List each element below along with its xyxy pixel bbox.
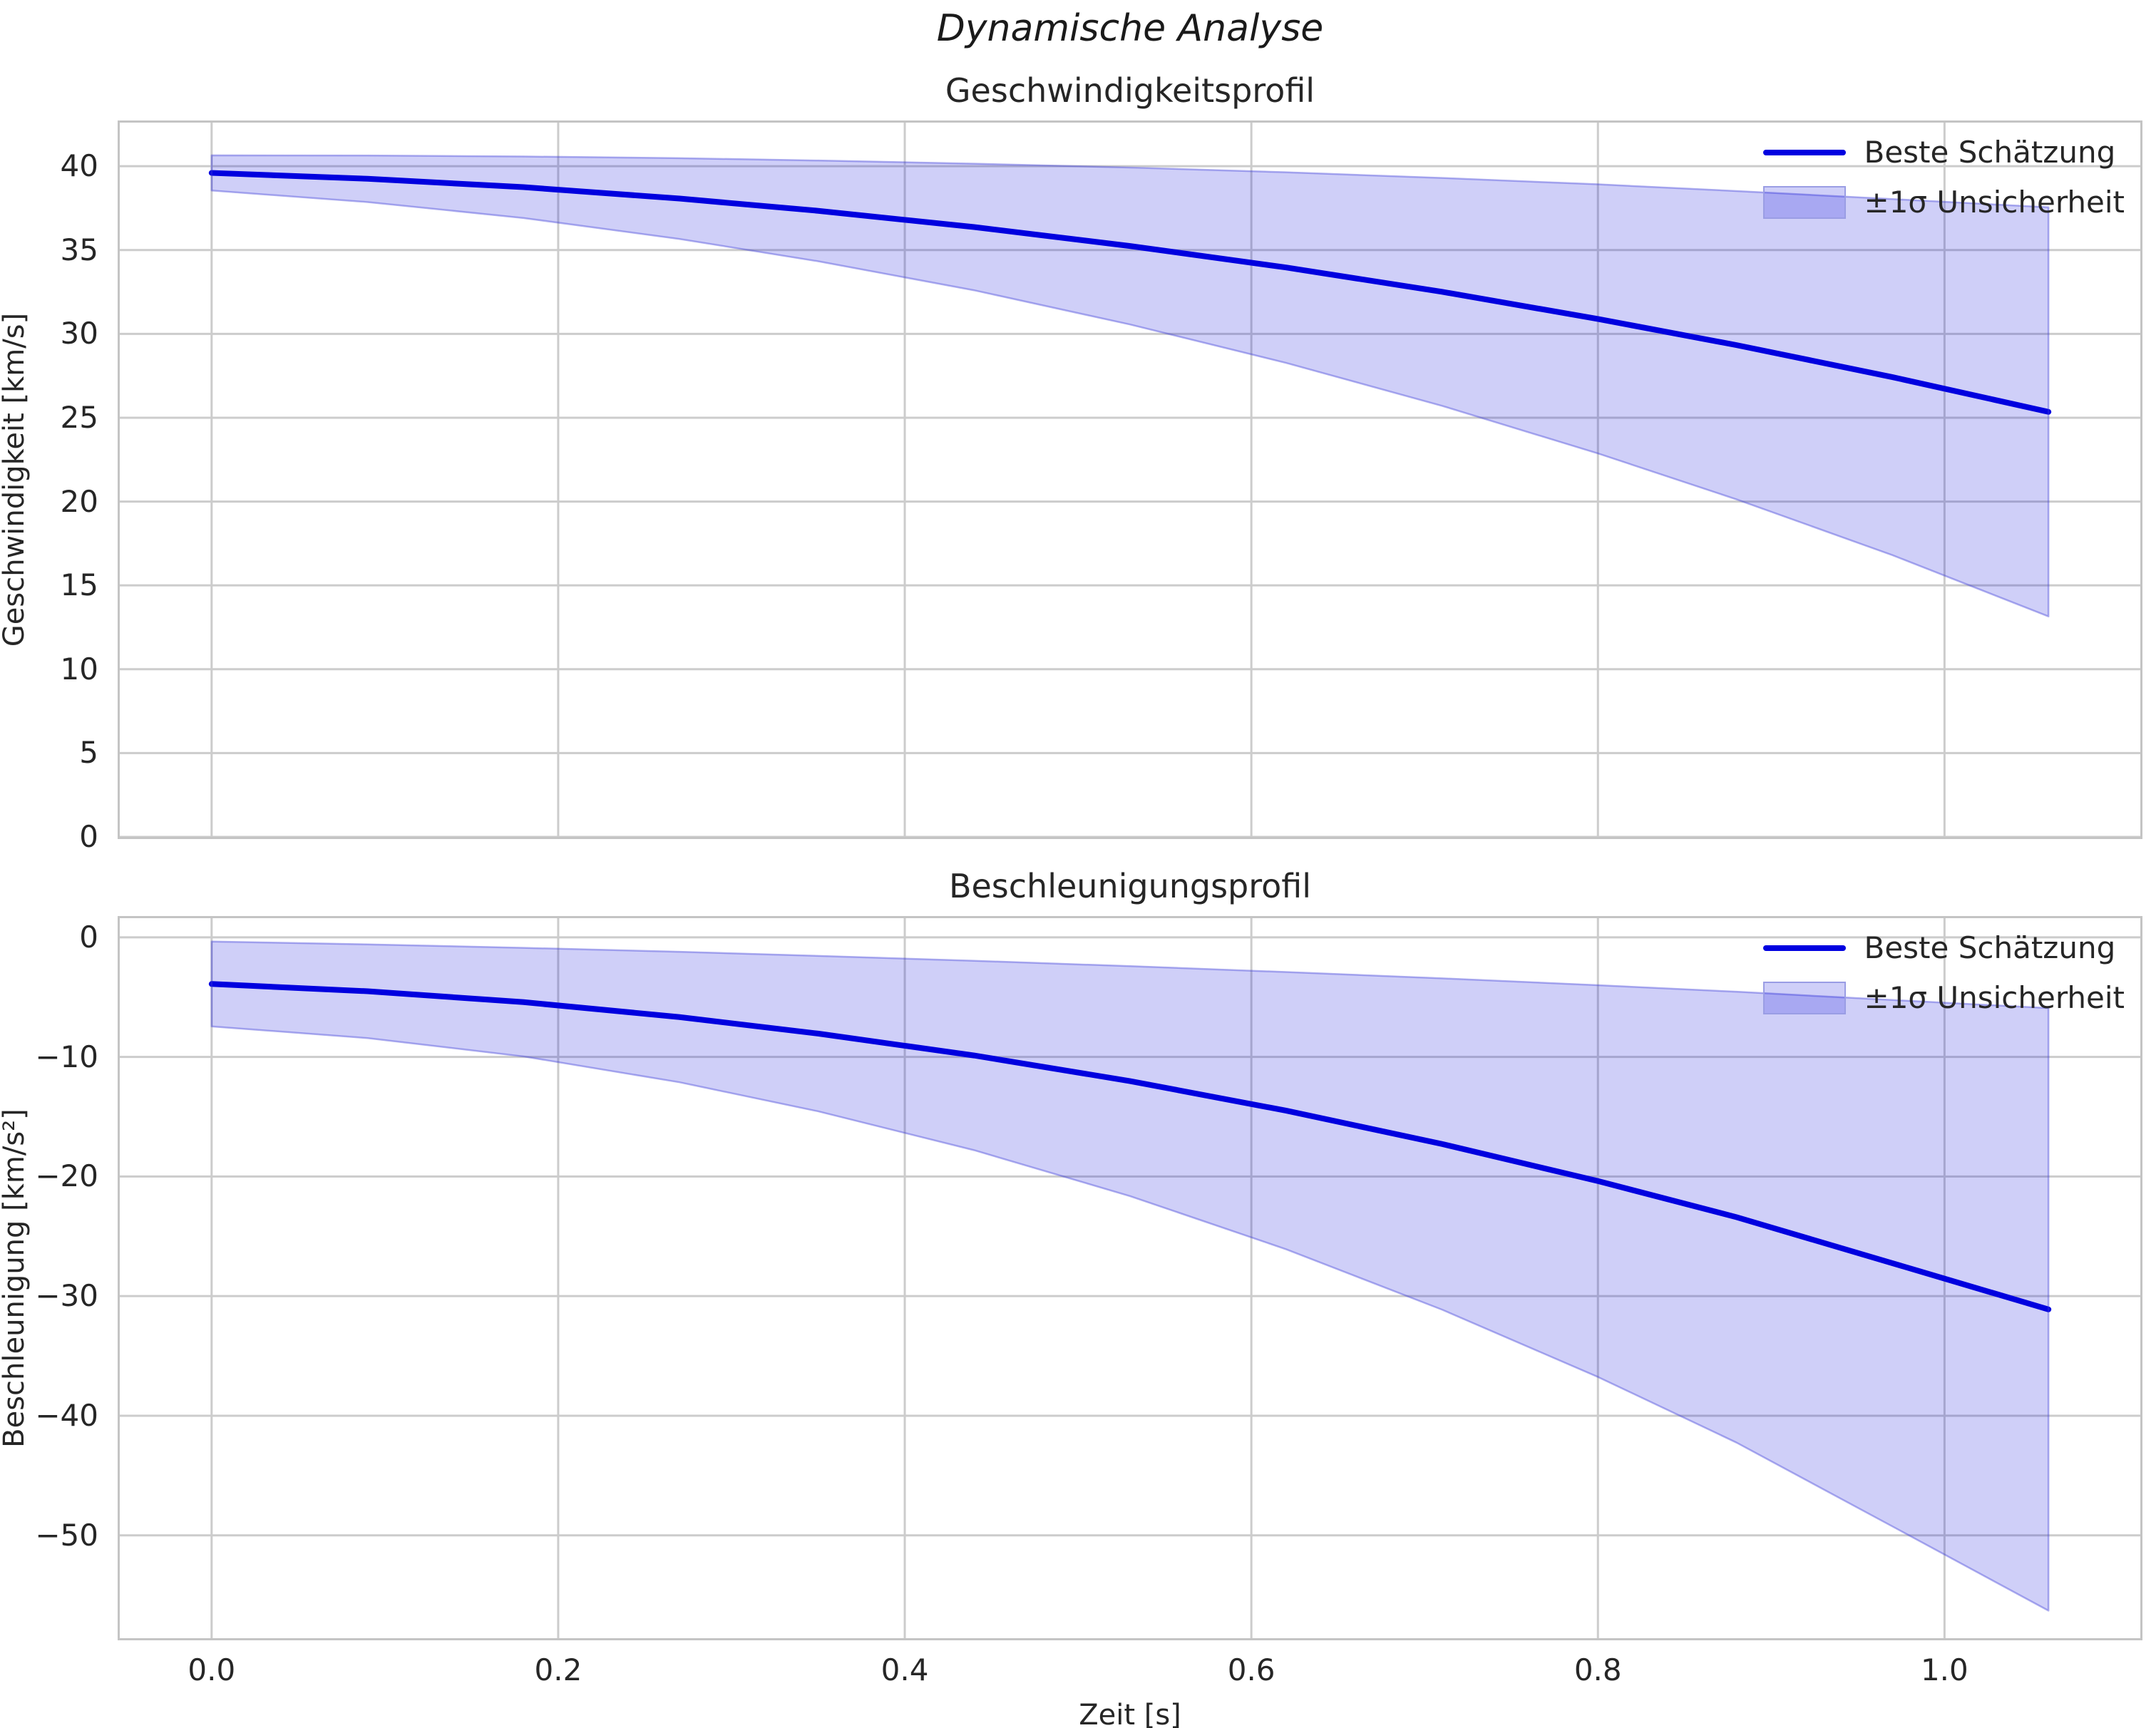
acceleration-chart-canvas bbox=[120, 918, 2140, 1638]
legend-label: ±1σ Unsicherheit bbox=[1864, 185, 2125, 220]
y-tick-label: 30 bbox=[60, 316, 98, 351]
legend-item-uncertainty: ±1σ Unsicherheit bbox=[1762, 182, 2125, 222]
x-tick-label: 0.2 bbox=[534, 1652, 582, 1687]
velocity-plot-area: Geschwindigkeitsprofil Geschwindigkeit [… bbox=[0, 74, 2142, 852]
legend-label: ±1σ Unsicherheit bbox=[1864, 980, 2125, 1015]
x-tick-label: 0.8 bbox=[1574, 1652, 1622, 1687]
y-tick-label: 40 bbox=[60, 148, 98, 184]
y-tick-label: −30 bbox=[35, 1278, 98, 1314]
acceleration-plot-area: Beschleunigungsprofil Beschleunigung [km… bbox=[0, 870, 2142, 1728]
band-swatch-icon bbox=[1762, 982, 1846, 1014]
velocity-legend: Beste Schätzung ±1σ Unsicherheit bbox=[1762, 133, 2125, 222]
x-tick-label: 1.0 bbox=[1920, 1652, 1968, 1687]
velocity-plot-title: Geschwindigkeitsprofil bbox=[945, 71, 1315, 110]
y-tick-label: 0 bbox=[79, 819, 98, 854]
velocity-y-axis-label: Geschwindigkeit [km/s] bbox=[0, 312, 31, 647]
acceleration-plot-title: Beschleunigungsprofil bbox=[948, 867, 1312, 905]
y-tick-label: −50 bbox=[35, 1517, 98, 1553]
y-tick-label: 0 bbox=[79, 919, 98, 955]
legend-label: Beste Schätzung bbox=[1864, 930, 2116, 965]
x-axis-label: Zeit [s] bbox=[1079, 1699, 1181, 1728]
x-tick-label: 0.6 bbox=[1227, 1652, 1275, 1687]
y-tick-label: 10 bbox=[60, 651, 98, 686]
acceleration-y-axis-label: Beschleunigung [km/s²] bbox=[0, 1109, 31, 1448]
y-tick-label: 20 bbox=[60, 483, 98, 519]
y-tick-label: 5 bbox=[79, 735, 98, 771]
legend-item-best-estimate: Beste Schätzung bbox=[1762, 133, 2125, 173]
x-tick-label: 0.4 bbox=[881, 1652, 929, 1687]
y-tick-label: −20 bbox=[35, 1158, 98, 1194]
x-tick-label: 0.0 bbox=[188, 1652, 236, 1687]
velocity-chart-canvas bbox=[120, 123, 2140, 837]
figure-title: Dynamische Analyse bbox=[936, 7, 1324, 50]
legend-item-best-estimate: Beste Schätzung bbox=[1762, 928, 2125, 968]
line-swatch-icon bbox=[1762, 945, 1846, 951]
legend-label: Beste Schätzung bbox=[1864, 135, 2116, 170]
y-tick-label: −10 bbox=[35, 1039, 98, 1074]
y-tick-label: 35 bbox=[60, 232, 98, 267]
line-swatch-icon bbox=[1762, 150, 1846, 155]
band-swatch-icon bbox=[1762, 186, 1846, 219]
y-tick-label: −40 bbox=[35, 1397, 98, 1433]
legend-item-uncertainty: ±1σ Unsicherheit bbox=[1762, 978, 2125, 1018]
y-tick-label: 25 bbox=[60, 399, 98, 435]
acceleration-legend: Beste Schätzung ±1σ Unsicherheit bbox=[1762, 928, 2125, 1018]
y-tick-label: 15 bbox=[60, 567, 98, 603]
